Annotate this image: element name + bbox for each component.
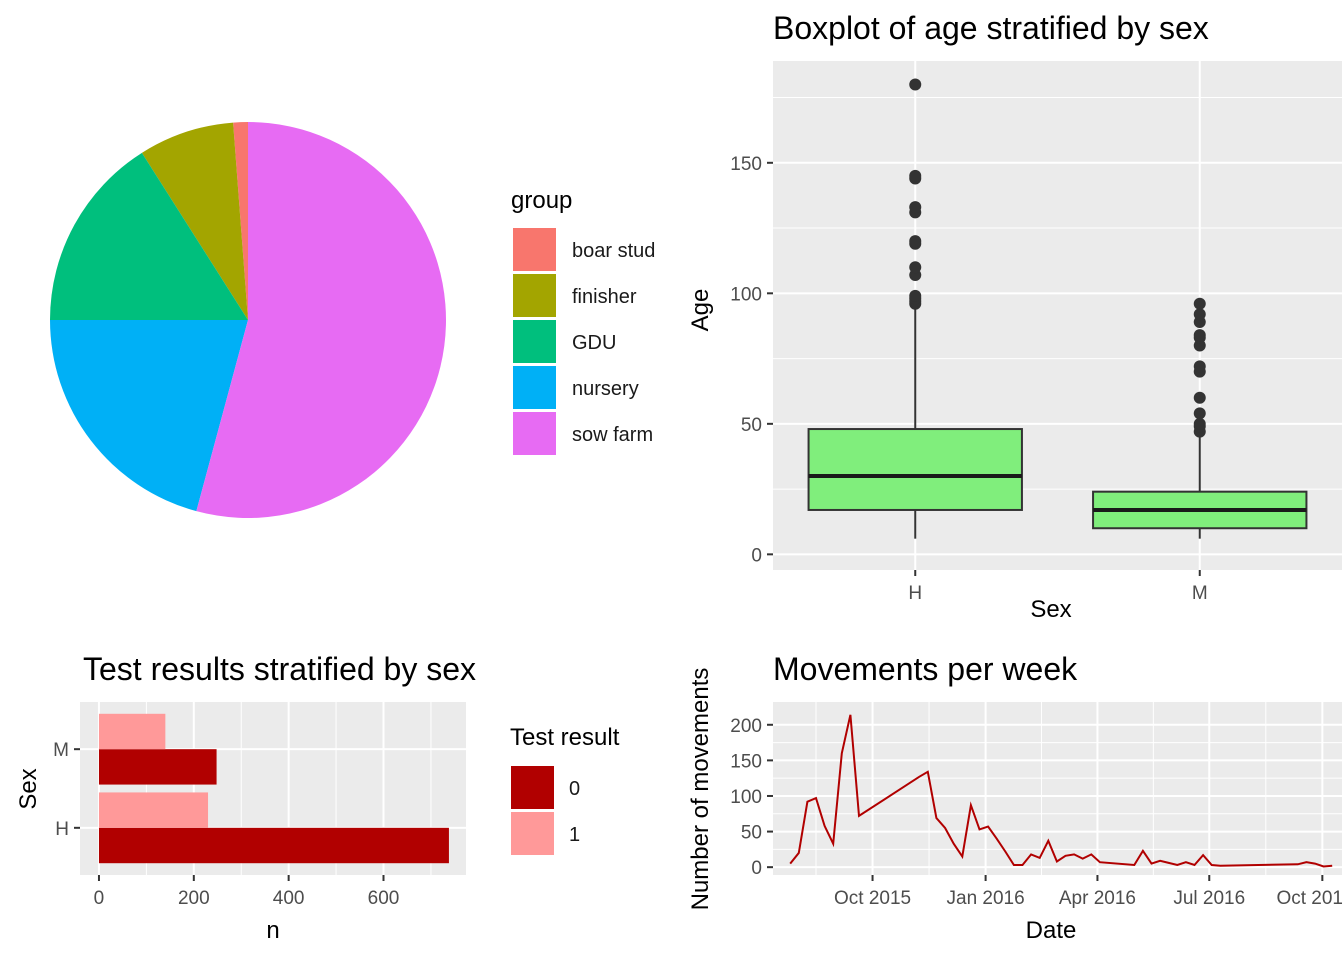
line-y-tick-label: 0 <box>751 858 762 879</box>
boxplot-outlier-point <box>909 169 922 182</box>
pie-legend-key <box>513 320 556 363</box>
pie-legend-label: boar stud <box>572 240 655 262</box>
bar-legend-title: Test result <box>510 724 620 751</box>
pie-legend-label: GDU <box>572 332 616 354</box>
bar-tick-labels: 0 200 400 600 H M <box>53 740 399 909</box>
bar-legend-label: 0 <box>569 778 580 800</box>
boxplot-outlier-point <box>1193 407 1206 420</box>
bar-legend-label: 1 <box>569 824 580 846</box>
pie-slice-nursery <box>50 320 248 512</box>
line-chart-title: Movements per week <box>773 651 1078 687</box>
boxplot-y-tick-label: 150 <box>730 154 762 175</box>
boxplot-outlier-point <box>909 78 922 91</box>
pie-legend-key <box>513 228 556 271</box>
boxplot-x-tick-label: H <box>908 583 922 604</box>
line-x-axis-label: Date <box>1026 917 1077 944</box>
line-x-tick-label: Oct 201 <box>1276 888 1343 909</box>
boxplot-outlier-point <box>909 289 922 302</box>
line-y-tick-label: 50 <box>741 823 762 844</box>
bar-x-tick-label: 0 <box>94 888 105 909</box>
bar-x-tick-label: 400 <box>273 888 305 909</box>
bar-chart-title: Test results stratified by sex <box>83 651 476 687</box>
pie-slice-gdu <box>50 152 248 320</box>
movements-line-series <box>789 714 1333 868</box>
boxplot-y-axis-label: Age <box>687 289 714 332</box>
boxplot-outlier-point <box>1193 329 1206 342</box>
bar-legend: 01 <box>511 766 580 855</box>
boxplot-outlier-point <box>1193 308 1206 321</box>
movements-chart: Movements per week 0 50 100 150 200 Oct 2015 J… <box>687 651 1343 944</box>
line-x-tick-label: Jan 2016 <box>947 888 1025 909</box>
bar-y-tick-label: M <box>53 740 69 761</box>
boxplot-outlier-point <box>1193 297 1206 310</box>
pie-legend: boar stud finisher GDU nursery sow farm <box>513 228 655 455</box>
pie-legend-title: group <box>511 187 572 214</box>
line-gridlines <box>773 702 1342 875</box>
bar-x-tick-label: 600 <box>368 888 400 909</box>
bar-H-result-0 <box>98 827 449 864</box>
bar-x-tick-label: 200 <box>178 888 210 909</box>
boxplot-tick-labels: 0 50 100 150 H M <box>730 154 1207 604</box>
line-x-tick-label: Apr 2016 <box>1059 888 1136 909</box>
bar-marks <box>98 713 449 864</box>
bar-y-tick-label: H <box>55 819 69 840</box>
bar-y-axis-label: Sex <box>15 768 42 809</box>
bar-legend-key <box>511 766 554 809</box>
line-y-tick-label: 200 <box>730 716 762 737</box>
boxplot-outlier-point <box>909 261 922 274</box>
pie-slices <box>50 122 447 518</box>
pie-slice-finisher <box>141 122 248 321</box>
pie-chart: group boar stud finisher GDU nursery sow far… <box>50 122 655 518</box>
boxplot-box-H <box>807 428 1023 511</box>
boxplot-y-tick-label: 100 <box>730 284 762 305</box>
line-y-tick-label: 150 <box>730 751 762 772</box>
pie-legend-label: sow farm <box>572 424 653 446</box>
boxplot-outlier-point <box>909 235 922 248</box>
pie-legend-key <box>513 274 556 317</box>
boxplot-x-tick-label: M <box>1192 583 1208 604</box>
line-tick-labels: 0 50 100 150 200 Oct 2015 Jan 2016 Apr 2016 Jul … <box>730 716 1343 909</box>
bar-legend-key <box>511 812 554 855</box>
pie-legend-key <box>513 366 556 409</box>
boxplot-outlier-point <box>1193 391 1206 404</box>
bar-x-axis-label: n <box>266 917 279 944</box>
line-panel-background <box>773 702 1342 875</box>
boxplot-marks <box>807 78 1308 539</box>
pie-legend-key <box>513 412 556 455</box>
line-y-axis-label: Number of movements <box>687 668 714 911</box>
bar-M-result-1 <box>98 713 166 750</box>
boxplot-outlier-point <box>1193 360 1206 373</box>
line-x-tick-label: Jul 2016 <box>1173 888 1245 909</box>
test-results-chart: Test results stratified by sex 0 200 400 60… <box>15 651 620 944</box>
boxplot-outlier-point <box>909 201 922 214</box>
pie-slice-boar-stud <box>233 122 248 320</box>
boxplot-title: Boxplot of age stratified by sex <box>773 10 1209 46</box>
bar-H-result-1 <box>98 792 209 828</box>
boxplot-y-tick-label: 50 <box>741 415 762 436</box>
boxplot-outlier-point <box>1193 417 1206 430</box>
pie-legend-label: finisher <box>572 286 637 308</box>
line-x-tick-label: Oct 2015 <box>834 888 911 909</box>
line-marks <box>789 714 1333 868</box>
bar-M-result-0 <box>98 749 217 785</box>
boxplot-x-axis-label: Sex <box>1030 596 1071 623</box>
pie-legend-label: nursery <box>572 378 639 400</box>
pie-slice-sow-farm <box>196 122 447 518</box>
line-y-tick-label: 100 <box>730 787 762 808</box>
boxplot-chart: Boxplot of age stratified by sex 0 50 100 1… <box>687 10 1342 623</box>
boxplot-y-tick-label: 0 <box>751 545 762 566</box>
